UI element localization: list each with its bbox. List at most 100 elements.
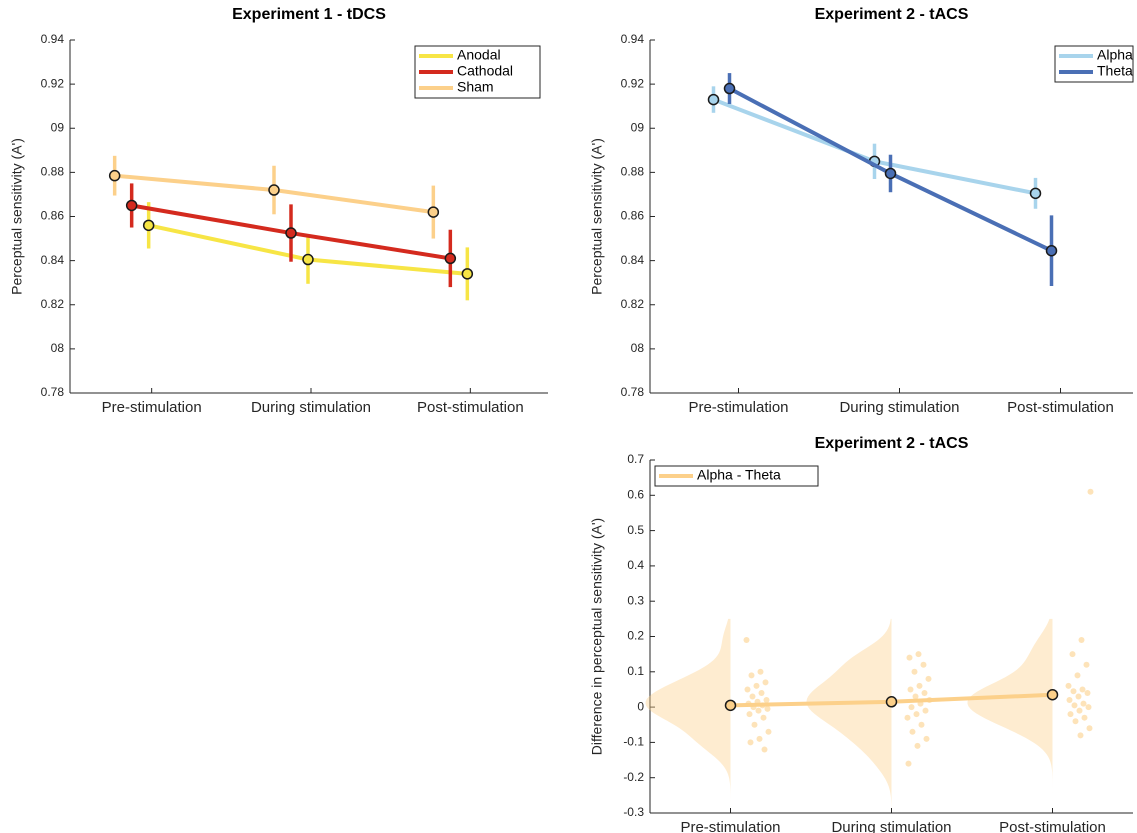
y-tick-label: 0.94: [41, 32, 65, 46]
violin: [645, 618, 731, 813]
raw-point: [1070, 688, 1077, 695]
y-tick-label: 0.86: [621, 209, 645, 223]
raw-point: [920, 661, 927, 668]
raw-point: [751, 721, 758, 728]
violin: [806, 618, 892, 813]
legend-label: Alpha - Theta: [697, 467, 781, 483]
raw-point: [1087, 488, 1094, 495]
y-tick-label: 0.82: [621, 297, 645, 311]
subplot: Experiment 2 - tACS Perceptual sensitivit…: [589, 6, 1134, 416]
raw-point: [1076, 707, 1083, 714]
raw-point: [908, 704, 915, 711]
data-point: [142, 219, 155, 232]
raw-point: [758, 689, 765, 696]
raw-point: [755, 707, 762, 714]
y-tick-label: 0.86: [41, 209, 65, 223]
y-tick-label: 0.6: [627, 487, 644, 501]
legend-box: [1054, 45, 1134, 83]
raw-point: [762, 679, 769, 686]
y-tick-label: 0: [637, 699, 644, 713]
data-point: [724, 699, 737, 712]
legend-label: Cathodal: [457, 63, 513, 79]
raw-point: [1074, 672, 1081, 679]
y-tick-label: 0.7: [627, 452, 644, 466]
x-tick-label: Pre-stimulation: [102, 399, 202, 416]
data-point: [302, 253, 314, 266]
y-tick-label: 08: [631, 341, 645, 355]
raw-point: [915, 651, 922, 658]
y-tick-label: -0.3: [623, 805, 644, 819]
raw-point: [906, 654, 913, 661]
raw-point: [911, 668, 918, 675]
raw-point: [1066, 697, 1073, 704]
raw-point: [909, 728, 916, 735]
y-tick-label: 09: [631, 120, 645, 134]
raw-point: [912, 693, 919, 700]
raw-point: [921, 689, 928, 696]
raw-point: [1086, 725, 1093, 732]
y-tick-label: 0.4: [627, 558, 644, 572]
y-tick-label: 0.3: [627, 593, 644, 607]
violin: [967, 618, 1053, 813]
raw-point: [748, 672, 755, 679]
raw-point: [1085, 704, 1092, 711]
y-tick-label: 0.5: [627, 523, 644, 537]
chart-title: Experiment 1 - tDCS: [232, 6, 386, 23]
y-tick-label: 0.1: [627, 664, 644, 678]
data-point: [108, 169, 121, 182]
data-point: [707, 93, 720, 106]
raw-point: [1077, 732, 1084, 739]
data-point: [427, 206, 440, 218]
raw-point: [749, 693, 756, 700]
data-point: [285, 227, 297, 239]
raw-point: [761, 746, 768, 753]
subplot: Experiment 1 - tDCS Perceptual sensitivit…: [9, 6, 548, 416]
raw-point: [1065, 682, 1072, 689]
y-tick-label: 09: [51, 120, 65, 134]
raw-point: [913, 711, 920, 718]
y-tick-label: 0.2: [627, 629, 644, 643]
y-tick-label: -0.1: [623, 735, 644, 749]
chart-title: Experiment 2 - tACS: [815, 435, 969, 452]
raw-point: [760, 714, 767, 721]
raw-point: [916, 682, 923, 689]
raw-point: [763, 697, 770, 704]
raw-point: [923, 735, 930, 742]
raw-point: [1071, 702, 1078, 709]
raw-point: [1081, 714, 1088, 721]
raw-point: [756, 735, 763, 742]
raw-point: [747, 739, 754, 746]
data-point: [268, 184, 280, 196]
y-tick-label: 0.92: [621, 76, 645, 90]
data-point: [884, 167, 897, 180]
raw-point: [1078, 637, 1085, 644]
legend-box: [654, 465, 819, 487]
raw-point: [1069, 651, 1076, 658]
raw-point: [914, 742, 921, 749]
x-tick-label: During stimulation: [831, 819, 951, 833]
y-axis-label: Perceptual sensitivity (A'): [9, 138, 25, 295]
y-tick-label: 0.84: [41, 253, 65, 267]
raw-point: [925, 675, 932, 682]
chart-title: Experiment 2 - tACS: [815, 6, 969, 23]
legend-label: Alpha: [1097, 47, 1133, 63]
y-tick-label: 0.88: [41, 165, 65, 179]
raw-point: [757, 668, 764, 675]
y-tick-label: 0.92: [41, 76, 65, 90]
x-tick-label: During stimulation: [839, 399, 959, 416]
raw-point: [922, 707, 929, 714]
raw-point: [1067, 711, 1074, 718]
raw-point: [904, 714, 911, 721]
data-point: [1046, 688, 1059, 701]
data-point: [723, 82, 736, 95]
raw-point: [753, 682, 760, 689]
raw-point: [765, 728, 772, 735]
raw-point: [764, 705, 771, 712]
raw-point: [907, 686, 914, 693]
raw-point: [1080, 700, 1087, 707]
x-tick-label: Post-stimulation: [417, 399, 524, 416]
legend-label: Sham: [457, 79, 494, 95]
raw-point: [1072, 718, 1079, 725]
y-tick-label: 0.88: [621, 165, 645, 179]
